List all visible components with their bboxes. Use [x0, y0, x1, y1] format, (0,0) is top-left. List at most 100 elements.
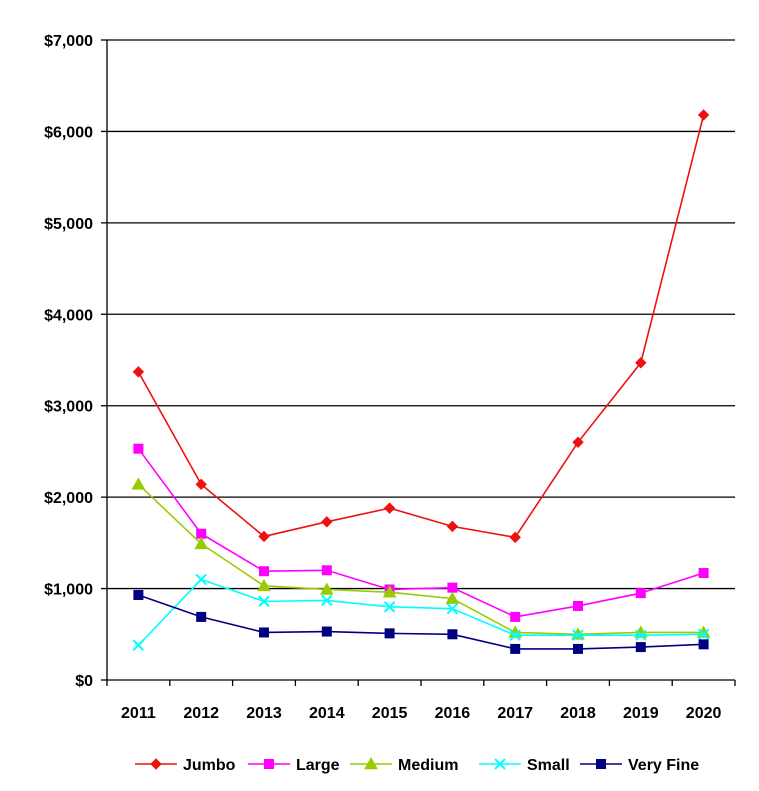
x-tick-label: 2018 — [560, 705, 596, 722]
data-point-medium — [319, 582, 334, 595]
legend-label: Large — [296, 757, 340, 774]
data-point-jumbo — [572, 436, 584, 448]
series-lines — [131, 109, 711, 654]
data-point-jumbo — [509, 531, 521, 544]
data-point-large — [635, 588, 646, 599]
data-point-small — [446, 602, 459, 615]
y-tick-label: $5,000 — [44, 216, 93, 233]
data-point-very-fine — [133, 589, 144, 600]
series-jumbo — [132, 109, 710, 544]
data-point-small — [572, 629, 584, 641]
legend-item-jumbo: Jumbo — [135, 757, 236, 774]
data-point-medium — [194, 536, 209, 550]
legend-item-large: Large — [248, 757, 340, 774]
x-tick-label: 2016 — [435, 705, 471, 722]
legend-marker — [364, 756, 378, 770]
data-point-very-fine — [510, 643, 521, 654]
data-point-very-fine — [635, 642, 646, 653]
legend-marker — [494, 758, 506, 770]
x-tick-label: 2020 — [686, 705, 722, 722]
series-very-fine — [133, 589, 709, 654]
data-point-large — [510, 611, 521, 622]
data-point-small — [697, 628, 710, 640]
y-tick-label: $3,000 — [44, 399, 93, 416]
data-point-jumbo — [635, 357, 647, 369]
data-point-very-fine — [196, 611, 207, 622]
data-point-medium — [571, 627, 585, 640]
series-line-very-fine — [138, 594, 704, 650]
legend-label: Very Fine — [628, 757, 699, 774]
data-point-jumbo — [321, 516, 333, 528]
y-tick-label: $0 — [75, 673, 93, 690]
data-point-small — [509, 629, 521, 641]
x-tick-label: 2015 — [372, 705, 408, 722]
data-point-very-fine — [698, 639, 709, 650]
x-tick-label: 2011 — [121, 705, 156, 722]
x-tick-label: 2012 — [183, 705, 219, 722]
series-line-jumbo — [137, 114, 705, 539]
legend-marker — [150, 758, 162, 770]
data-point-very-fine — [573, 643, 583, 654]
x-tick-label: 2019 — [623, 705, 659, 722]
marker-stroke — [383, 601, 396, 613]
data-point-small — [132, 639, 145, 651]
data-point-jumbo — [132, 366, 145, 378]
data-point-medium — [445, 591, 460, 604]
data-point-medium — [257, 578, 271, 592]
x-tick-label: 2013 — [246, 705, 282, 722]
x-tick-label: 2017 — [497, 705, 533, 722]
legend-item-small: Small — [479, 757, 570, 774]
legend-label: Medium — [398, 757, 458, 774]
data-point-medium — [382, 585, 397, 598]
data-point-very-fine — [321, 626, 332, 637]
data-point-jumbo — [383, 502, 396, 514]
data-point-medium — [131, 477, 146, 490]
data-point-jumbo — [446, 520, 459, 533]
gridlines — [107, 39, 735, 590]
series-small — [132, 573, 710, 651]
data-point-jumbo — [195, 478, 207, 491]
data-point-large — [259, 566, 269, 577]
x-tick-label: 2014 — [309, 705, 345, 722]
data-point-small — [258, 595, 270, 608]
marker-stroke — [321, 594, 333, 607]
data-point-very-fine — [384, 628, 395, 639]
marker-stroke — [635, 629, 647, 641]
y-tick-label: $4,000 — [44, 307, 93, 324]
axes: $0 $1,000 $2,000 $3,000 $4,000 $5,000 $6,000 $7… — [44, 33, 736, 722]
marker-stroke — [132, 639, 145, 651]
legend-item-medium: Medium — [350, 756, 458, 774]
data-point-small — [383, 601, 396, 613]
data-point-small — [321, 594, 333, 607]
y-tick-label: $6,000 — [44, 124, 93, 141]
y-tick-label: $2,000 — [44, 490, 93, 507]
data-point-very-fine — [447, 629, 458, 640]
legend-marker — [596, 759, 606, 769]
series-line-small — [137, 578, 704, 646]
marker-stroke — [509, 629, 521, 641]
data-point-very-fine — [259, 627, 269, 638]
data-point-large — [133, 443, 144, 454]
data-point-small — [195, 573, 207, 586]
data-point-large — [573, 600, 583, 611]
series-medium — [131, 477, 711, 640]
y-tick-label: $1,000 — [44, 582, 93, 599]
data-point-large — [321, 565, 332, 576]
marker-stroke — [446, 602, 459, 615]
series-line-large — [137, 448, 704, 618]
y-tick-label: $7,000 — [44, 33, 93, 50]
data-point-jumbo — [258, 530, 270, 543]
data-point-jumbo — [697, 109, 710, 121]
data-point-large — [698, 568, 709, 579]
data-point-large — [447, 582, 458, 593]
marker-stroke — [258, 595, 270, 608]
marker-stroke — [572, 629, 584, 641]
legend-label: Small — [527, 757, 570, 774]
marker-stroke — [494, 758, 506, 770]
marker-stroke — [195, 573, 207, 586]
data-point-small — [635, 629, 647, 641]
legend-label: Jumbo — [183, 757, 236, 774]
marker-stroke — [697, 628, 710, 640]
legend-item-very-fine: Very Fine — [580, 757, 699, 774]
